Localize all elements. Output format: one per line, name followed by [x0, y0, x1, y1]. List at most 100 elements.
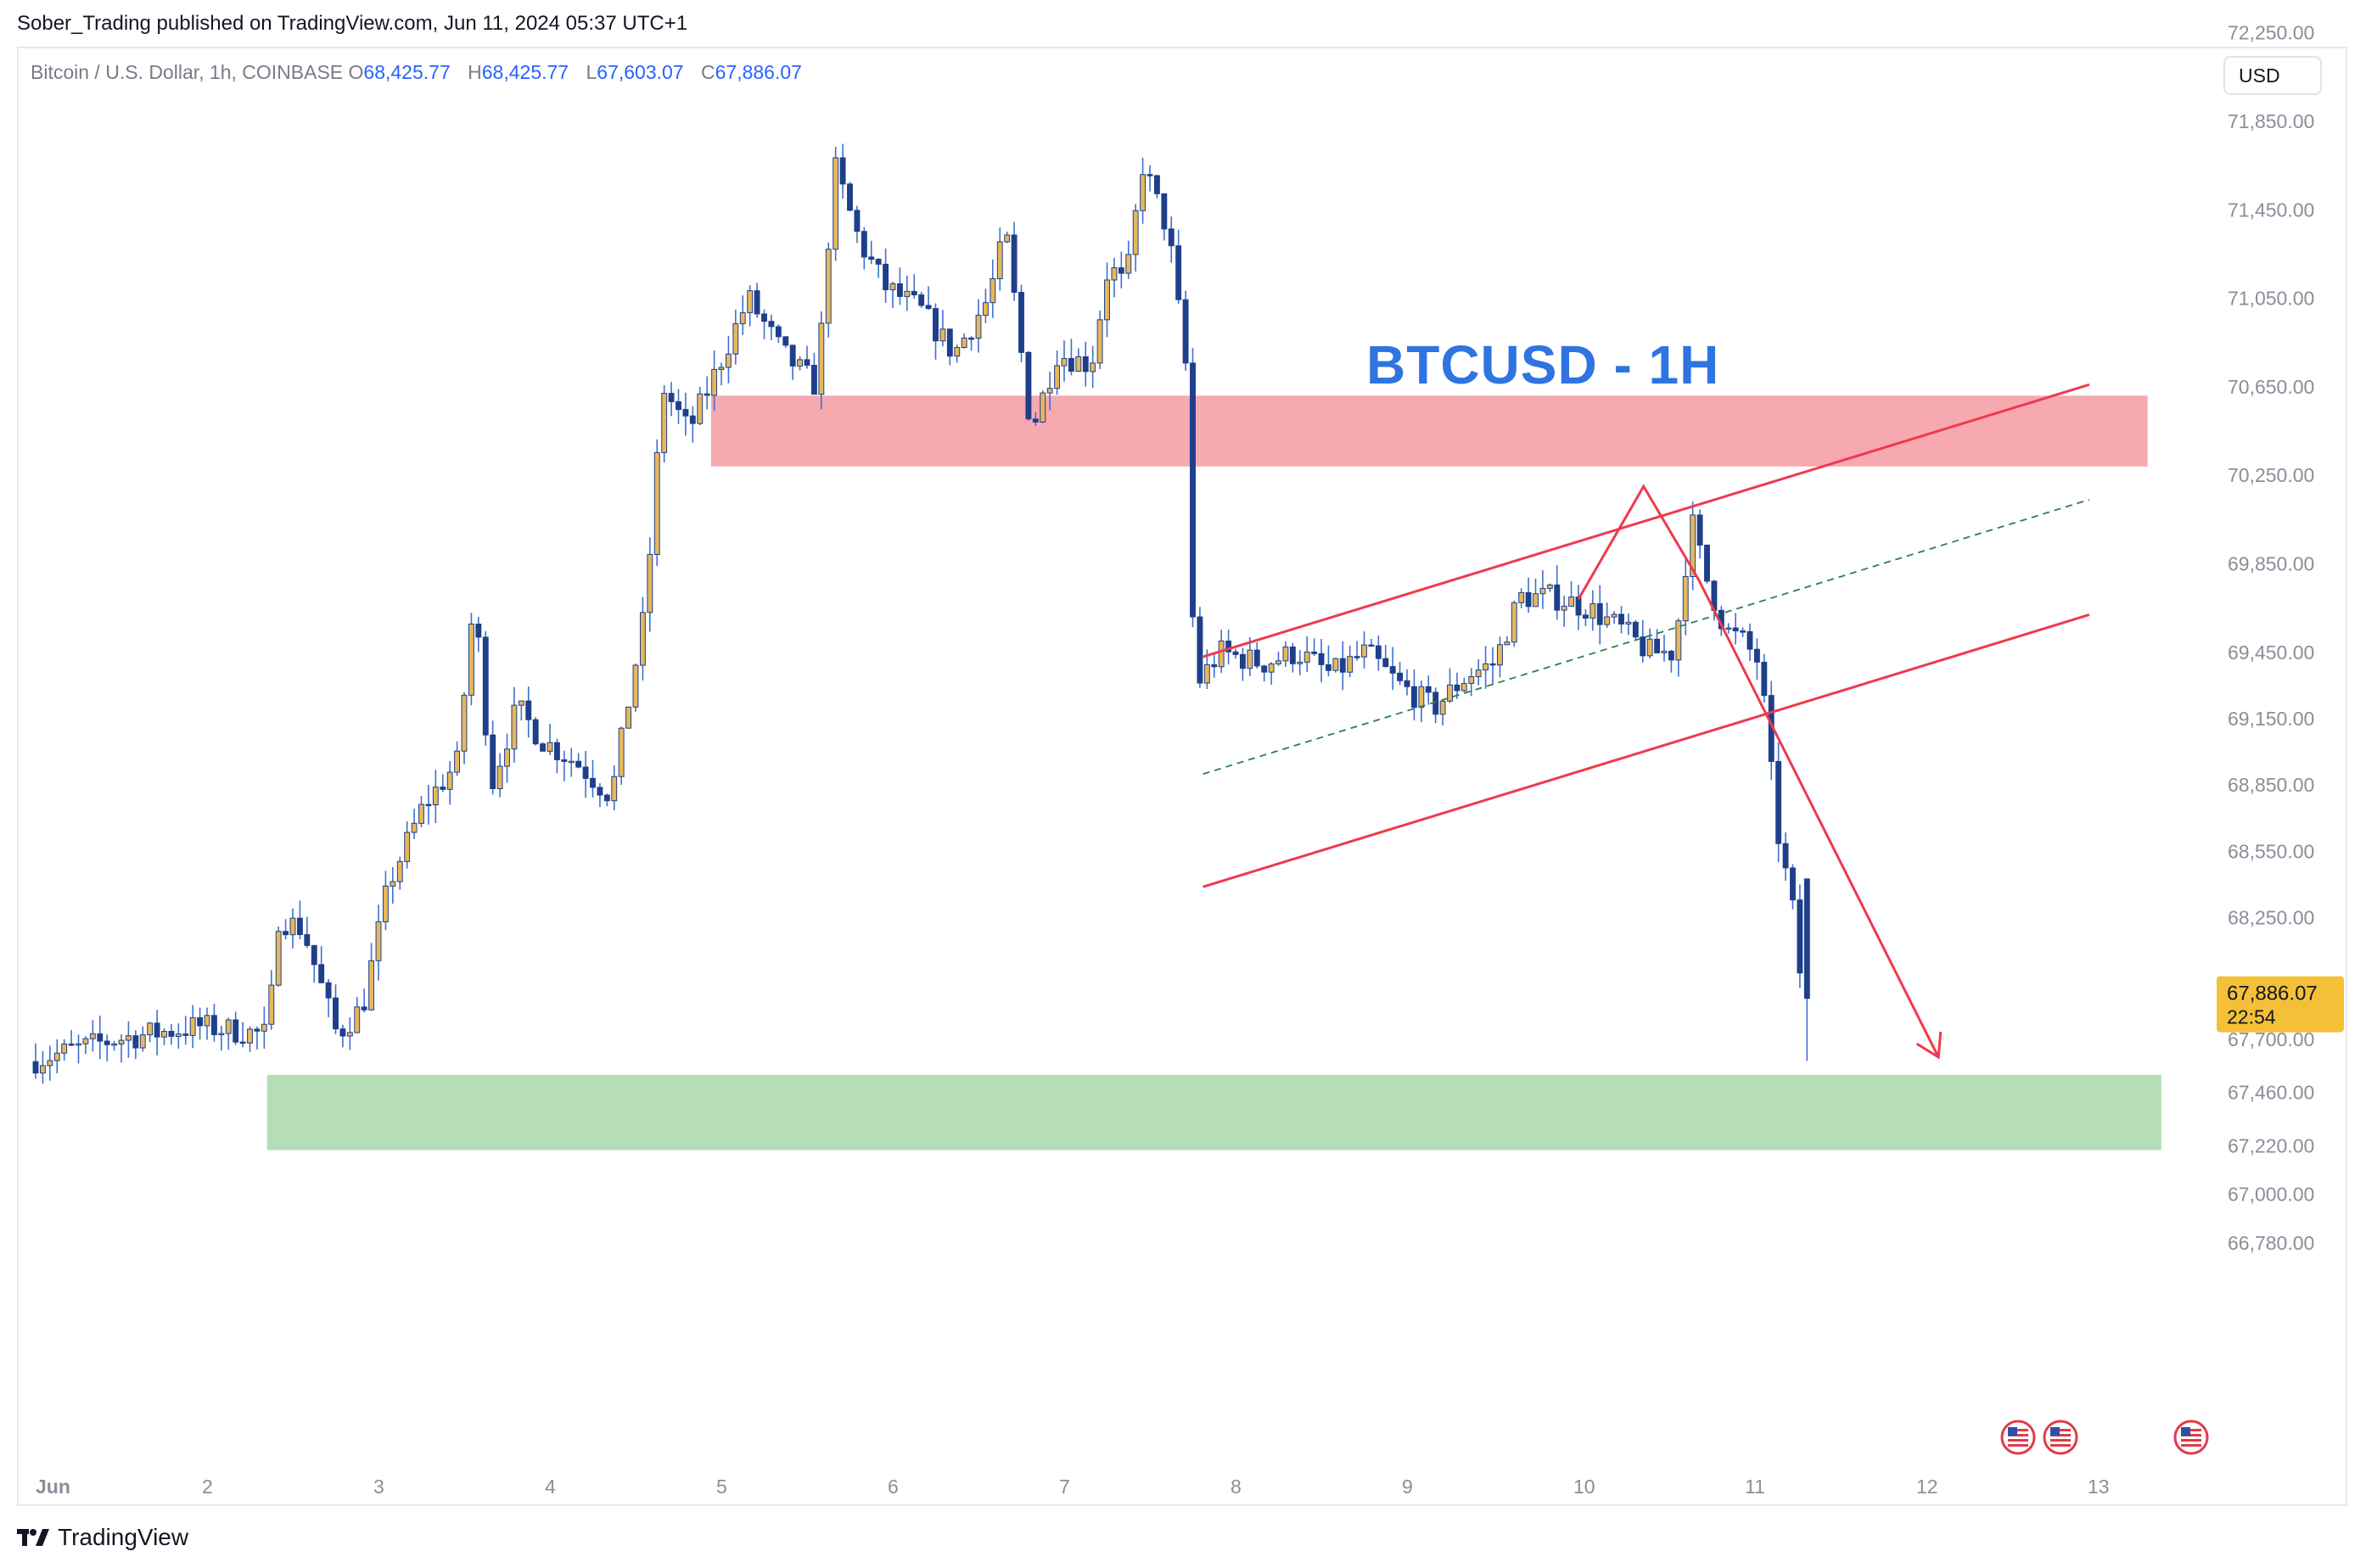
candle-body: [518, 700, 524, 706]
candle-body: [283, 931, 289, 936]
last-price-tag: [2217, 976, 2344, 1033]
candle-body: [697, 393, 704, 424]
candle-body: [1410, 686, 1417, 708]
candle-body: [1696, 514, 1703, 546]
candle-body: [1004, 234, 1011, 243]
candle-body: [425, 804, 432, 807]
candle-body: [725, 353, 732, 368]
y-axis-tick-label: 67,220.00: [2228, 1134, 2314, 1156]
y-axis-tick-label: 66,780.00: [2228, 1232, 2314, 1254]
candle-body: [1389, 666, 1396, 674]
candle-body: [711, 368, 718, 396]
candle-body: [82, 1038, 89, 1044]
candle-body: [1746, 630, 1753, 650]
candle-body: [475, 624, 482, 638]
projection-arrowhead-icon: [1915, 1031, 1943, 1060]
candle-body: [547, 742, 553, 752]
candle-body: [504, 748, 510, 767]
candle-body: [1618, 613, 1624, 624]
candle-body: [175, 1033, 182, 1037]
candle-body: [1197, 616, 1203, 684]
candle-body: [76, 1043, 81, 1046]
candle-body: [1468, 676, 1475, 684]
candle-body: [418, 804, 424, 824]
candle-body: [668, 393, 675, 402]
ohlc-legend: Bitcoin / U.S. Dollar, 1h, COINBASE O68,…: [31, 61, 814, 84]
candle-body: [996, 241, 1003, 279]
candle-body: [375, 921, 382, 961]
candle-body: [1582, 614, 1589, 619]
candle-body: [197, 1016, 204, 1027]
candle-body: [1640, 636, 1646, 657]
candle-body: [797, 359, 804, 367]
candle-body: [904, 290, 911, 297]
candle-body: [968, 337, 975, 340]
candle-body: [318, 964, 325, 983]
candle-body: [182, 1033, 189, 1036]
candle-body: [833, 157, 839, 250]
candle-body: [189, 1016, 196, 1036]
low-value: 67,603.07: [597, 61, 684, 83]
projection-path: [1577, 484, 1940, 1058]
resistance-zone: [710, 395, 2148, 467]
candle-body: [939, 328, 946, 342]
candle-body: [1282, 646, 1289, 662]
candle-body: [982, 302, 989, 316]
us-event-flag-icon[interactable]: [2043, 1420, 2078, 1455]
candle-body: [482, 636, 489, 736]
footer-brand-label: TradingView: [58, 1524, 189, 1550]
candle-body: [132, 1035, 139, 1049]
last-price-value: 67,886.07: [2227, 983, 2318, 1005]
candle-body: [1054, 365, 1061, 389]
candle-body: [653, 451, 660, 555]
candle-body: [368, 960, 375, 1011]
x-axis-tick-label: 4: [545, 1476, 556, 1498]
us-event-flag-icon[interactable]: [2000, 1420, 2036, 1455]
candle-body: [1732, 627, 1739, 632]
candle-body: [1140, 174, 1147, 211]
candle-body: [854, 210, 861, 232]
candle-body: [925, 305, 932, 310]
candle-body: [1175, 245, 1182, 300]
candle-body: [868, 256, 875, 260]
candle-body: [125, 1035, 132, 1041]
candle-body: [89, 1033, 96, 1039]
candle-body: [1397, 672, 1404, 681]
candle-body: [639, 612, 646, 666]
candle-body: [1646, 638, 1653, 657]
y-axis-tick-label: 68,250.00: [2228, 907, 2314, 929]
candle-body: [590, 777, 596, 788]
candle-body: [1325, 664, 1332, 671]
candle-body: [154, 1022, 160, 1038]
symbol-label: Bitcoin / U.S. Dollar, 1h, COINBASE: [31, 61, 344, 83]
x-axis-tick-label: 6: [888, 1476, 899, 1498]
candle-body: [432, 787, 439, 806]
low-key: L: [586, 61, 597, 83]
candle-body: [839, 157, 846, 185]
high-key: H: [468, 61, 482, 83]
currency-button[interactable]: USD: [2223, 56, 2322, 95]
us-event-flag-icon[interactable]: [2173, 1420, 2209, 1455]
candle-body: [933, 308, 939, 342]
candle-body: [561, 759, 568, 762]
candle-body: [525, 700, 532, 720]
candle-body: [1782, 843, 1789, 869]
candle-body: [1182, 299, 1189, 364]
candle-body: [1382, 658, 1389, 668]
candle-body: [1011, 234, 1018, 294]
candle-body: [1790, 867, 1796, 901]
candle-body: [1604, 616, 1611, 625]
candle-body: [1533, 593, 1539, 608]
candle-body: [768, 321, 775, 328]
candle-body: [732, 323, 739, 355]
candle-body: [97, 1033, 104, 1042]
candle-body: [1268, 663, 1275, 673]
candle-body: [47, 1060, 53, 1067]
candle-body: [1475, 669, 1482, 678]
candle-body: [339, 1028, 346, 1037]
candle-body: [889, 283, 896, 290]
candle-body: [1153, 175, 1160, 194]
candle-body: [1125, 254, 1132, 274]
candle-body: [1425, 686, 1432, 693]
